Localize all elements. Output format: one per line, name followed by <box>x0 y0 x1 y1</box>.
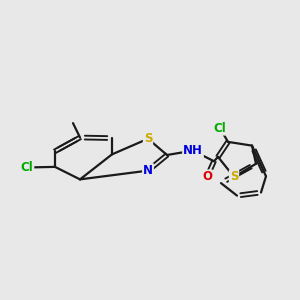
Text: NH: NH <box>183 144 203 157</box>
Text: O: O <box>202 170 212 183</box>
Text: Cl: Cl <box>214 122 226 135</box>
Text: N: N <box>143 164 153 177</box>
Text: Cl: Cl <box>21 161 33 174</box>
Text: S: S <box>144 132 152 145</box>
Text: S: S <box>230 170 238 183</box>
